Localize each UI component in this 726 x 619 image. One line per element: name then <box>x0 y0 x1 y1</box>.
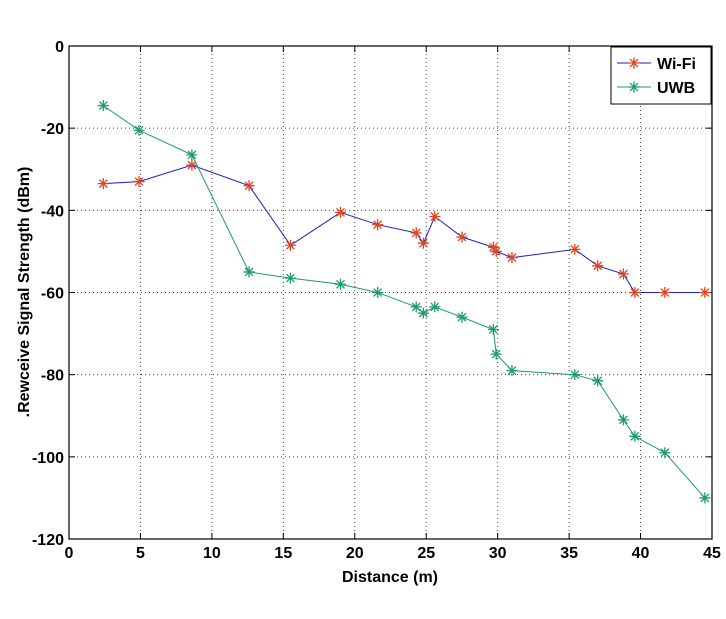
data-point-uwb <box>487 323 500 336</box>
data-point-wi-fi <box>506 251 518 264</box>
series-uwb <box>97 99 711 504</box>
y-tick-label: -20 <box>41 121 64 138</box>
data-point-uwb <box>569 369 581 381</box>
series-line-wi-fi <box>103 164 705 293</box>
y-tick-label: 0 <box>55 39 64 56</box>
data-point-uwb <box>592 375 604 387</box>
y-axis-label: .Rewceive Signal Strength (dBm) <box>16 167 33 418</box>
legend-item-wi-fi: Wi-Fi <box>617 56 696 73</box>
grid-lines <box>69 46 712 539</box>
legend-label-wi-fi: Wi-Fi <box>657 56 696 73</box>
x-tick-label: 25 <box>417 545 435 562</box>
data-point-uwb <box>284 272 297 284</box>
y-tick-label: -60 <box>41 286 64 303</box>
data-point-uwb <box>133 124 145 136</box>
data-point-wi-fi <box>371 219 384 231</box>
data-point-wi-fi <box>490 245 502 258</box>
data-point-uwb <box>617 414 630 426</box>
series-line-uwb <box>103 105 706 499</box>
data-point-uwb <box>97 99 109 112</box>
x-tick-label: 45 <box>703 545 721 562</box>
legend: Wi-Fi UWB <box>610 46 712 105</box>
data-point-wi-fi <box>429 210 441 223</box>
x-axis-label: Distance (m) <box>342 569 438 586</box>
data-point-uwb <box>659 447 671 459</box>
data-point-wi-fi <box>699 286 711 299</box>
data-point-uwb <box>417 307 430 319</box>
data-point-wi-fi <box>456 231 468 243</box>
y-tick-label: -40 <box>41 203 64 220</box>
legend-marker-wi-fi <box>628 57 640 69</box>
y-tick-label: -120 <box>32 532 64 549</box>
data-point-uwb <box>410 301 422 313</box>
data-point-wi-fi <box>97 177 109 190</box>
data-point-uwb <box>699 492 711 504</box>
x-tick-label: 5 <box>136 545 145 562</box>
data-point-uwb <box>243 266 255 278</box>
data-point-uwb <box>371 286 384 299</box>
x-tick-label: 0 <box>65 545 74 562</box>
x-tick-label: 40 <box>632 545 650 562</box>
x-tick-label: 15 <box>274 545 292 562</box>
data-point-wi-fi <box>659 286 671 299</box>
data-point-uwb <box>456 311 468 323</box>
series-layer <box>97 99 711 504</box>
data-point-uwb <box>334 278 347 290</box>
legend-label-uwb: UWB <box>657 80 695 97</box>
data-point-uwb <box>429 301 441 313</box>
legend-box <box>610 46 712 105</box>
data-point-wi-fi <box>410 227 422 239</box>
x-tick-label: 20 <box>346 545 364 562</box>
data-point-wi-fi <box>592 260 604 272</box>
x-tick-label: 30 <box>489 545 507 562</box>
legend-item-uwb: UWB <box>617 80 695 97</box>
data-point-wi-fi <box>629 286 641 299</box>
data-point-wi-fi <box>284 239 297 251</box>
data-point-wi-fi <box>569 243 581 256</box>
data-point-uwb <box>506 364 518 377</box>
y-tick-label: -80 <box>41 368 64 385</box>
data-point-uwb <box>629 430 641 442</box>
data-point-wi-fi <box>186 159 198 171</box>
data-point-uwb <box>186 149 198 161</box>
y-tick-label: -100 <box>32 450 64 467</box>
legend-marker-uwb <box>628 81 640 93</box>
x-tick-label: 10 <box>203 545 221 562</box>
data-point-wi-fi <box>133 175 145 188</box>
data-point-wi-fi <box>243 180 255 192</box>
data-point-uwb <box>490 348 502 360</box>
data-point-wi-fi <box>417 237 430 249</box>
x-tick-label: 35 <box>560 545 578 562</box>
tick-labels: 0 5 10 15 20 25 30 35 40 45 0 -20 -40 -60 -80 -100 -120 <box>32 39 721 562</box>
data-point-wi-fi <box>334 206 347 219</box>
series-wi-fi <box>97 159 711 299</box>
data-point-wi-fi <box>617 268 630 280</box>
